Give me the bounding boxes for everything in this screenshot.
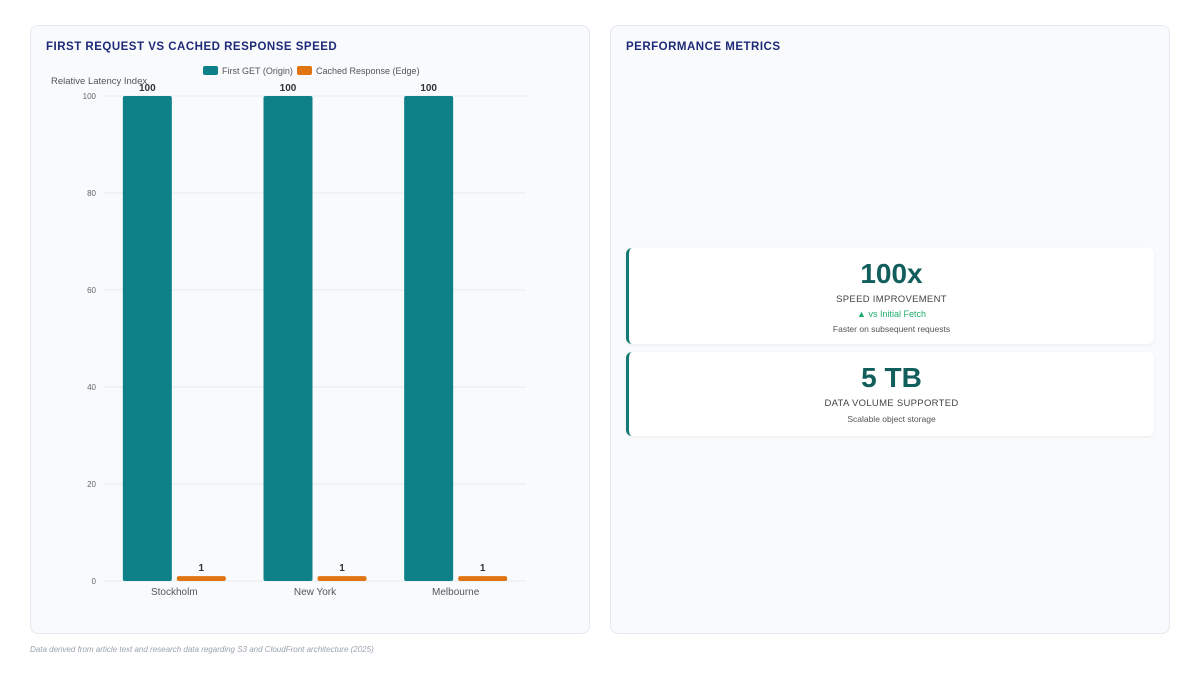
data-label: 100 [139, 83, 156, 94]
bar-edge [458, 576, 508, 581]
x-tick-label: Stockholm [151, 587, 198, 598]
legend-label: Cached Response (Edge) [316, 66, 420, 76]
speed-metric-subtext: Faster on subsequent requests [832, 324, 951, 334]
speed-metric-trend: ▲ vs Initial Fetch [857, 309, 926, 319]
y-tick-label: 60 [87, 286, 96, 295]
data-label: 1 [199, 563, 205, 574]
bar-origin [263, 96, 313, 581]
y-tick-label: 20 [87, 480, 96, 489]
bar-edge [317, 576, 367, 581]
volume-metric-label: DATA VOLUME SUPPORTED [824, 398, 959, 409]
y-tick-label: 80 [87, 189, 96, 198]
bar-edge [176, 576, 226, 581]
bar-origin [122, 96, 172, 581]
speed-metric-label: SPEED IMPROVEMENT [836, 294, 947, 305]
chart-panel: FIRST REQUEST VS CACHED RESPONSE SPEED 0… [30, 25, 590, 634]
data-label: 1 [339, 563, 345, 574]
speed-metric-card: 100x SPEED IMPROVEMENT ▲ vs Initial Fetc… [626, 248, 1154, 344]
metrics-panel: PERFORMANCE METRICS 100x SPEED IMPROVEME… [610, 25, 1170, 634]
legend-label: First GET (Origin) [222, 66, 293, 76]
volume-metric-subtext: Scalable object storage [847, 414, 936, 424]
legend-swatch [297, 66, 312, 75]
chart-title: FIRST REQUEST VS CACHED RESPONSE SPEED [46, 41, 338, 53]
data-label: 100 [420, 83, 437, 94]
volume-metric-value: 5 TB [861, 362, 922, 393]
metrics-title: PERFORMANCE METRICS [626, 41, 781, 53]
x-tick-label: Melbourne [432, 587, 480, 598]
footnote: Data derived from article text and resea… [30, 645, 374, 654]
legend-swatch [203, 66, 218, 75]
x-tick-label: New York [294, 587, 337, 598]
data-label: 1 [480, 563, 486, 574]
bar-origin [404, 96, 454, 581]
data-label: 100 [280, 83, 297, 94]
speed-metric-value: 100x [860, 258, 923, 289]
y-tick-label: 40 [87, 383, 96, 392]
volume-metric-card: 5 TB DATA VOLUME SUPPORTED Scalable obje… [626, 352, 1154, 436]
y-tick-label: 0 [92, 577, 97, 586]
y-tick-label: 100 [83, 92, 97, 101]
y-axis-label: Relative Latency Index [51, 76, 147, 87]
